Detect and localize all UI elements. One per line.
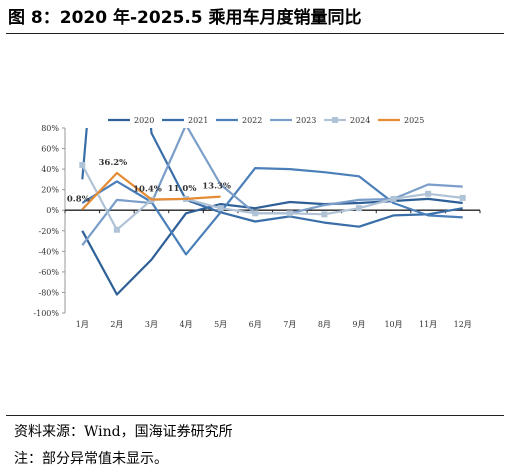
data-label: 10.4%: [133, 185, 162, 195]
y-tick-label: -60%: [39, 268, 60, 277]
data-point-2024: [390, 195, 397, 202]
title-rule: [6, 33, 504, 34]
x-tick-label: 12月: [454, 320, 472, 329]
x-tick-label: 1月: [76, 320, 89, 329]
series-line-2024: [81, 164, 463, 231]
x-tick-label: 6月: [249, 320, 262, 329]
legend-label: 2020: [134, 116, 154, 125]
source-note: 资料来源：Wind，国海证券研究所: [14, 424, 233, 440]
figure-title: 图 8：2020 年-2025.5 乘用车月度销量同比: [8, 8, 362, 28]
x-tick-label: 8月: [318, 320, 331, 329]
y-tick-label: 40%: [41, 165, 59, 174]
legend-label: 2022: [242, 116, 262, 125]
y-tick-label: -80%: [39, 288, 60, 297]
y-tick-label: 60%: [41, 145, 59, 154]
data-point-2024: [79, 162, 86, 168]
x-tick-label: 4月: [179, 320, 192, 329]
x-tick-label: 11月: [419, 320, 437, 329]
x-tick-label: 9月: [352, 320, 365, 329]
data-label: 0.8%: [67, 194, 90, 204]
series-line-2021: [81, 128, 463, 228]
legend-label: 2023: [296, 116, 316, 125]
line-chart: -100% -80% -60% -40% -20% 0% 20% 40% 60% 80% 1月 2月 3…: [33, 116, 481, 329]
series-line-2022: [81, 166, 463, 256]
series-line-2020: [81, 197, 463, 296]
data-point-2024: [425, 190, 432, 197]
x-tick-label: 7月: [283, 320, 296, 329]
series-line-2025: [81, 171, 221, 211]
y-tick-label: 80%: [41, 124, 59, 133]
footnote: 注：部分异常值未显示。: [14, 451, 168, 467]
data-point-2024: [113, 226, 120, 233]
y-tick-label: -100%: [33, 309, 59, 318]
data-label: 13.3%: [202, 182, 231, 192]
data-point-2024: [217, 205, 224, 212]
legend-label: 2025: [404, 116, 424, 125]
legend-label: 2024: [350, 116, 370, 125]
source-rule: [6, 415, 504, 416]
data-point-2024: [252, 210, 259, 217]
x-tick-label: 2月: [110, 320, 123, 329]
x-tick-label: 5月: [214, 320, 227, 329]
data-point-2024: [321, 211, 328, 218]
x-tick-label: 3月: [145, 320, 158, 329]
data-point-2024: [355, 205, 362, 212]
data-point-2024: [286, 210, 293, 217]
data-label: 36.2%: [98, 158, 127, 168]
x-tick-label: 10月: [384, 320, 402, 329]
legend-marker-2024: [332, 117, 338, 123]
data-label: 11.0%: [168, 184, 197, 194]
y-tick-label: 0%: [46, 206, 59, 215]
data-point-2024: [459, 194, 466, 201]
y-tick-label: -40%: [39, 247, 60, 256]
y-tick-label: -20%: [39, 227, 60, 236]
y-tick-label: 20%: [41, 186, 59, 195]
legend-label: 2021: [188, 116, 208, 125]
